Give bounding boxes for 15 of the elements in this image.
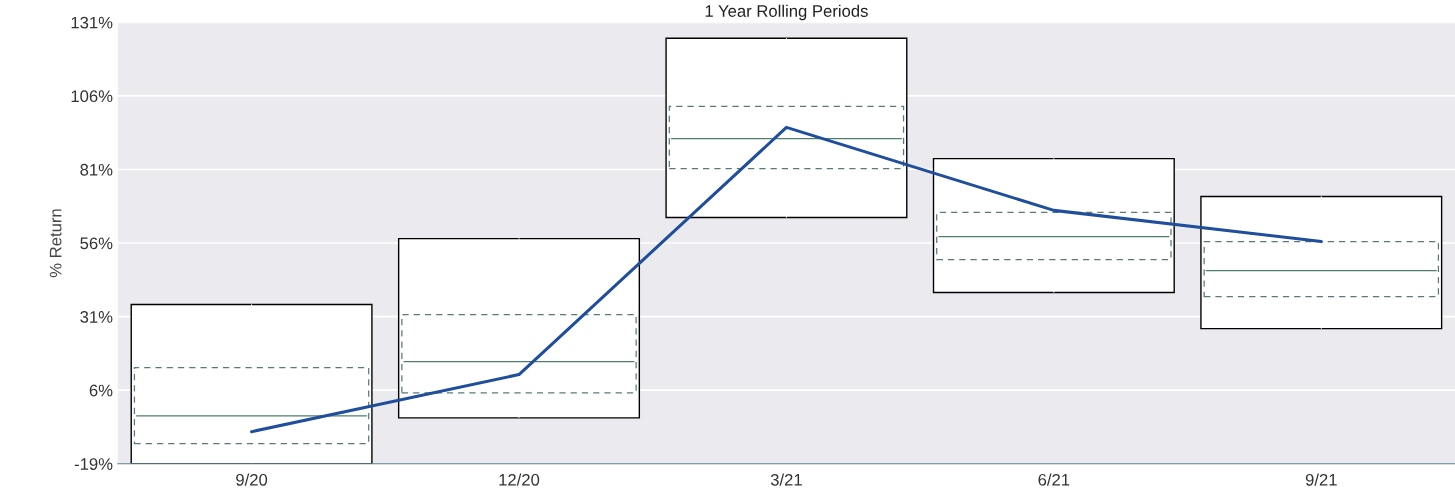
- x-tick-label: 12/20: [499, 473, 540, 486]
- x-tick-label: 6/21: [1038, 473, 1070, 486]
- x-tick-label: 3/21: [770, 473, 802, 486]
- line-series: [250, 125, 1323, 434]
- chart-title: 1 Year Rolling Periods: [705, 4, 868, 21]
- x-tick-label: 9/20: [236, 473, 268, 486]
- x-tick-label: 9/21: [1305, 473, 1337, 486]
- y-tick-label: 131%: [71, 16, 113, 29]
- y-tick-label: 106%: [71, 90, 113, 103]
- y-axis-title: % Return: [49, 209, 62, 278]
- y-tick-label: 56%: [80, 237, 113, 250]
- y-tick-label: 6%: [89, 384, 113, 397]
- y-tick-label: -19%: [74, 458, 113, 470]
- y-tick-label: 81%: [80, 163, 113, 176]
- y-tick-label: 31%: [80, 311, 113, 323]
